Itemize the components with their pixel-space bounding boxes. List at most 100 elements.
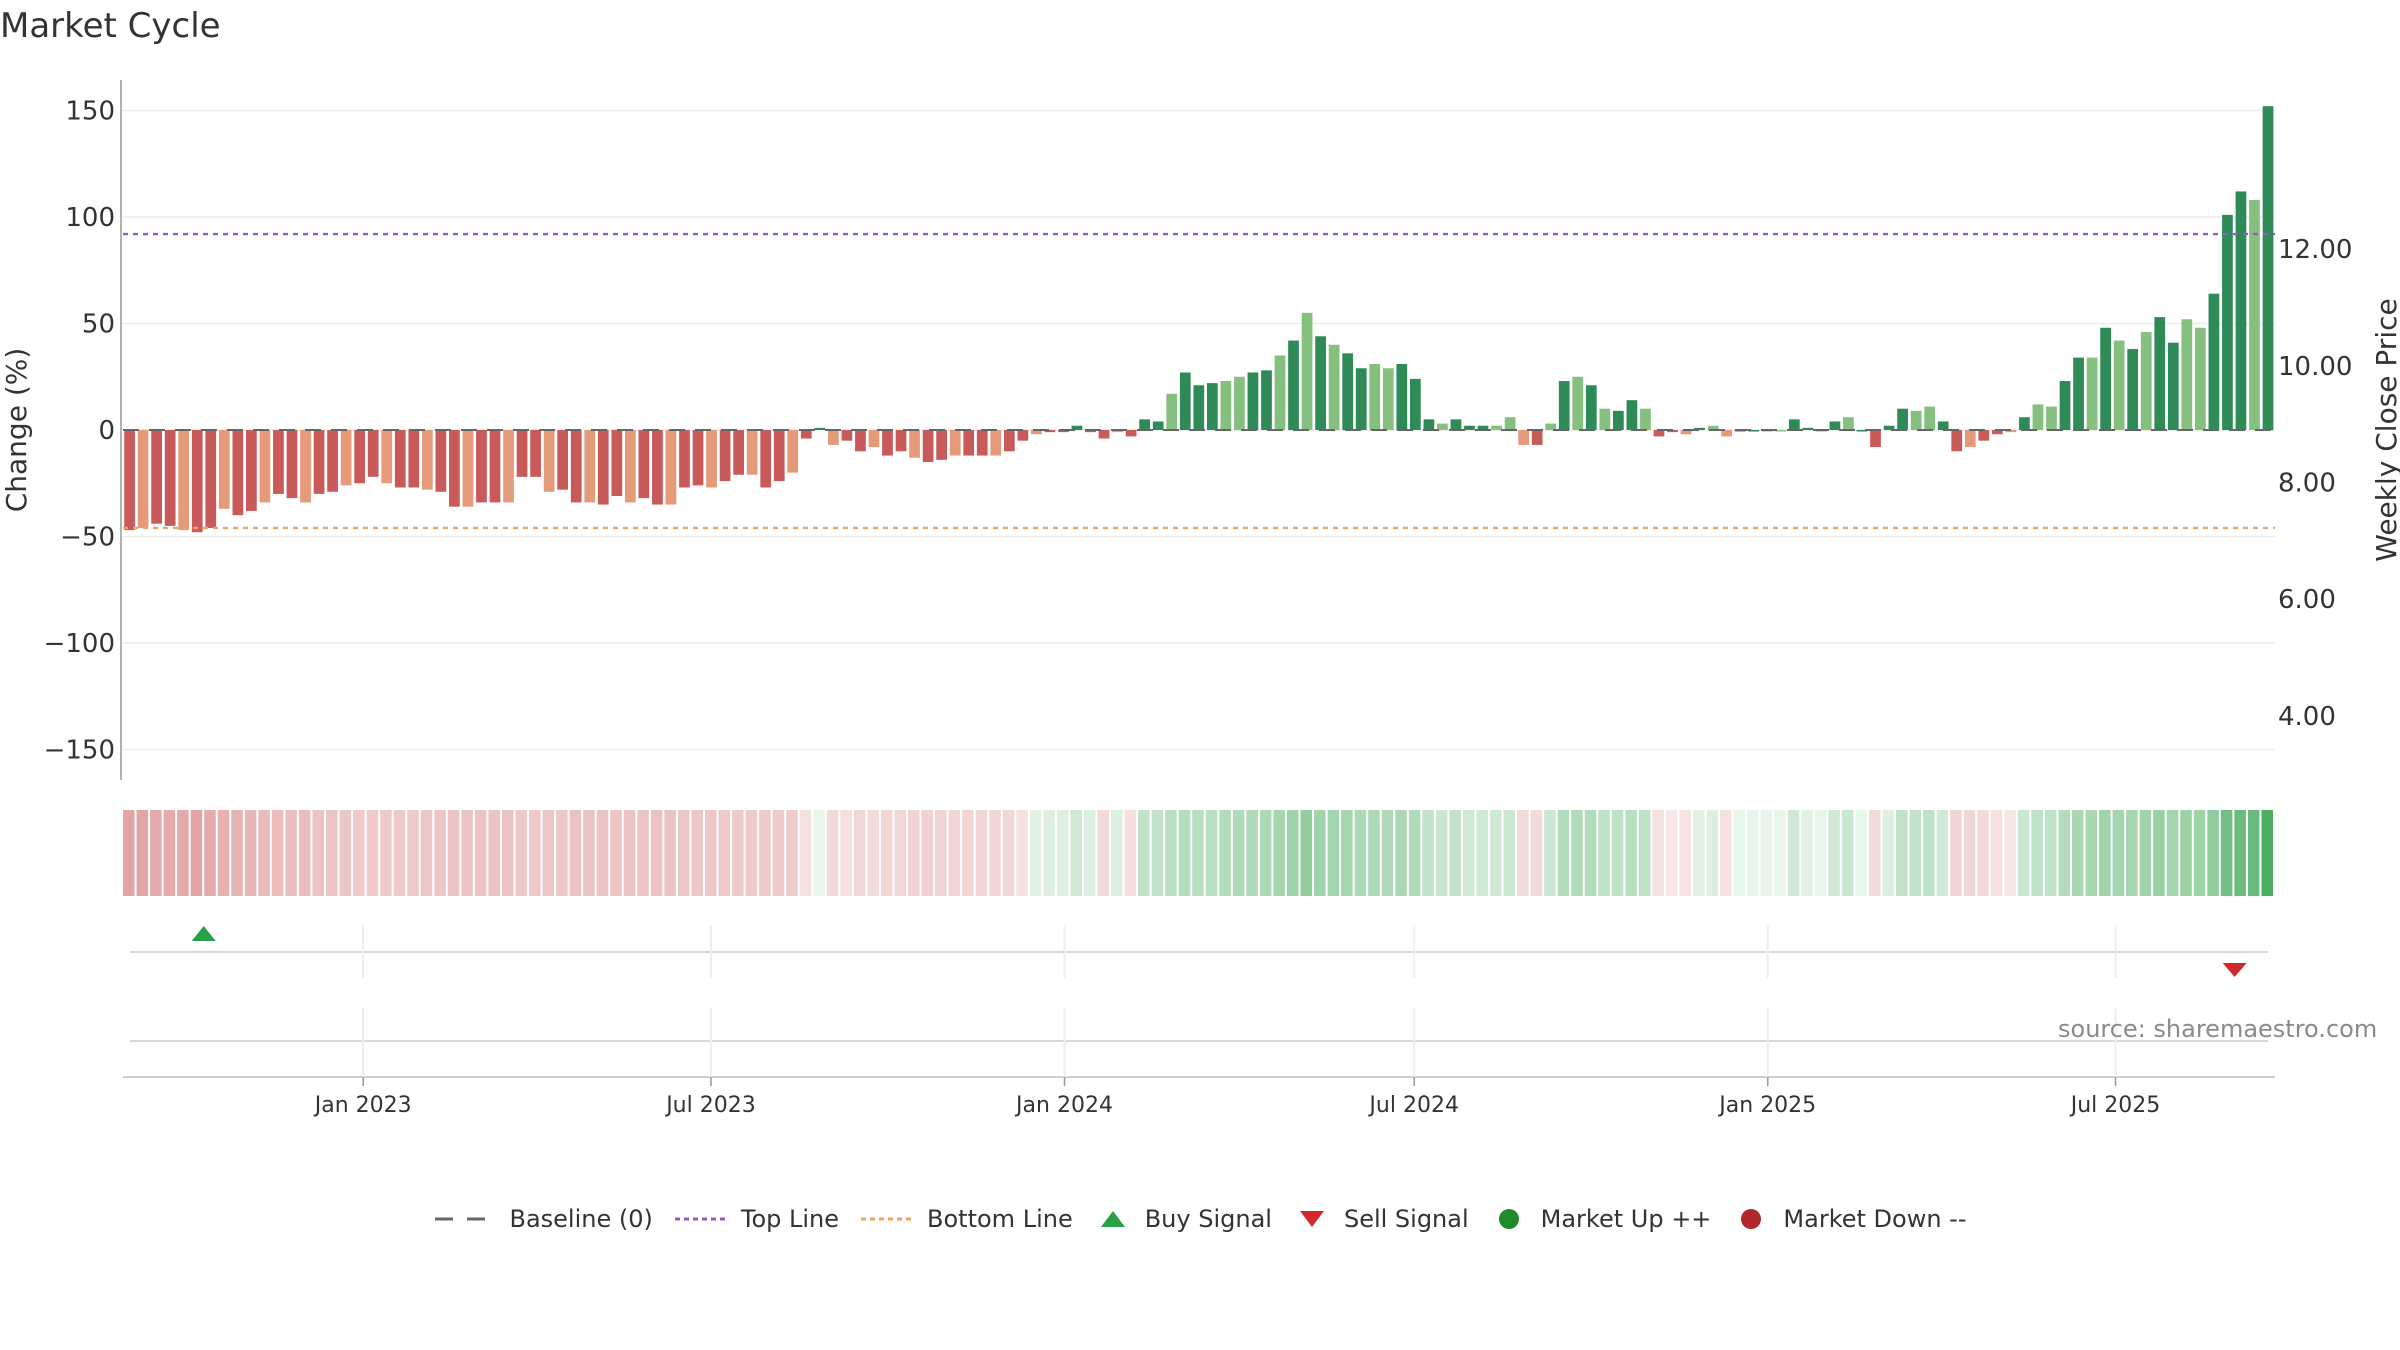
- change-bar: [2208, 293, 2220, 430]
- strength-cell: [2112, 810, 2125, 896]
- strength-cell: [1625, 810, 1637, 896]
- strength-cell: [2139, 810, 2152, 896]
- strength-cell: [1029, 810, 1042, 896]
- change-bar: [1964, 430, 1976, 448]
- change-bar: [164, 430, 176, 526]
- change-bar: [394, 430, 406, 488]
- strength-cell: [840, 810, 852, 896]
- change-bar: [1788, 419, 1800, 430]
- change-bar: [868, 430, 880, 448]
- y2-tick-label: 4.00: [2278, 702, 2336, 732]
- change-bar: [137, 430, 149, 528]
- strength-cell: [1774, 810, 1786, 896]
- strength-cell: [908, 810, 920, 896]
- strength-cell: [1787, 810, 1800, 896]
- strength-cell: [853, 810, 866, 896]
- strength-cell: [366, 810, 379, 896]
- change-bar: [1112, 430, 1123, 433]
- strength-cell: [542, 810, 555, 896]
- legend-item: Baseline (0): [433, 1205, 653, 1233]
- change-bar: [476, 430, 487, 503]
- strength-cell: [1286, 810, 1299, 896]
- legend-symbol: [674, 1217, 727, 1221]
- strength-cell: [1178, 810, 1191, 896]
- strength-cell: [596, 810, 609, 896]
- change-bar: [1477, 425, 1489, 430]
- strength-cell: [1530, 810, 1543, 896]
- change-bar: [963, 430, 975, 456]
- change-bar: [638, 430, 650, 499]
- change-bar: [286, 430, 298, 499]
- strength-cell: [271, 810, 284, 896]
- change-bar: [340, 430, 352, 486]
- change-bar: [2059, 381, 2071, 430]
- strength-cell: [2247, 810, 2260, 896]
- legend-symbol: [1100, 1211, 1125, 1227]
- change-bar: [1328, 344, 1340, 430]
- strength-cell: [948, 810, 961, 896]
- strength-cell: [623, 810, 636, 896]
- change-bar: [1585, 385, 1597, 430]
- change-bar: [1071, 425, 1083, 430]
- legend-label: Market Down --: [1783, 1205, 1967, 1233]
- change-bar: [1829, 421, 1841, 430]
- strength-cell: [637, 810, 649, 896]
- strength-cell: [488, 810, 500, 896]
- strength-cell: [1598, 810, 1610, 896]
- strength-cell: [461, 810, 473, 896]
- strength-cell: [772, 810, 785, 896]
- change-bar: [421, 430, 433, 490]
- strength-cell: [1097, 810, 1110, 896]
- y-axis-label: Change (%): [0, 348, 33, 513]
- change-bar: [1545, 423, 1557, 430]
- weekly-change-bars: [124, 106, 2274, 533]
- change-bar: [746, 430, 758, 475]
- change-bar: [1667, 430, 1678, 433]
- strength-cell: [1909, 810, 1922, 896]
- change-bar: [1694, 427, 1705, 430]
- change-bar: [760, 430, 772, 488]
- change-bar: [733, 430, 744, 475]
- strength-cell: [393, 810, 406, 896]
- change-bar: [1775, 430, 1787, 432]
- legend-item: Top Line: [673, 1205, 839, 1233]
- change-bar: [1220, 381, 1232, 430]
- strength-cell: [677, 810, 690, 896]
- strength-cell: [312, 810, 325, 896]
- change-bar: [1396, 363, 1408, 430]
- change-bar: [611, 430, 623, 497]
- change-bar: [543, 430, 555, 492]
- strength-cell: [298, 810, 311, 896]
- cycle-strength-strip: [123, 810, 2273, 896]
- strength-cell: [407, 810, 419, 896]
- strength-cell: [1124, 810, 1137, 896]
- y-tick-label: −150: [44, 736, 115, 766]
- strength-cell: [380, 810, 392, 896]
- change-bar: [1098, 430, 1110, 439]
- change-bar: [381, 430, 393, 484]
- y2-axis-label: Weekly Close Price: [2370, 298, 2400, 561]
- change-bar: [313, 430, 325, 494]
- strength-cell: [1273, 810, 1285, 896]
- change-bar: [273, 430, 284, 494]
- strength-cell: [894, 810, 906, 896]
- strength-cell: [515, 810, 528, 896]
- strength-cell: [962, 810, 974, 896]
- strength-cell: [1219, 810, 1231, 896]
- strength-cell: [447, 810, 460, 896]
- strength-cell: [1733, 810, 1746, 896]
- strength-cell: [1896, 810, 1908, 896]
- change-bar: [435, 430, 447, 492]
- change-bar: [503, 430, 514, 503]
- strength-cell: [1111, 810, 1123, 896]
- change-bar: [246, 430, 257, 511]
- strength-cell: [1435, 810, 1448, 896]
- strength-cell: [1300, 810, 1313, 896]
- strength-cell: [2004, 810, 2016, 896]
- change-bar: [1504, 417, 1516, 430]
- strength-cell: [2207, 810, 2219, 896]
- strength-cell: [1544, 810, 1556, 896]
- change-bar: [814, 427, 826, 430]
- strength-cell: [420, 810, 433, 896]
- change-bar: [1464, 425, 1475, 430]
